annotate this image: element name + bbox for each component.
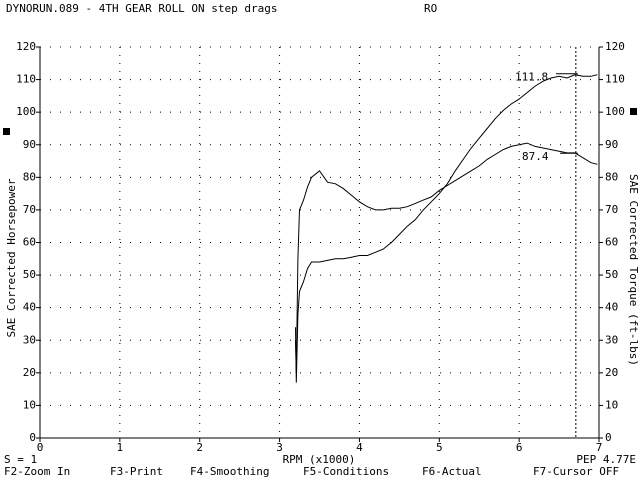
x-tick-label: 0 (37, 441, 44, 454)
x-tick-label: 4 (356, 441, 363, 454)
y-axis-label: SAE Corrected Horsepower (5, 178, 18, 337)
y2-tick-label: 100 (605, 105, 625, 118)
y-tick-label: 60 (23, 236, 36, 249)
y2-tick-label: 120 (605, 40, 625, 53)
series-line (295, 74, 598, 383)
function-key: F3-Print (110, 465, 163, 478)
y-tick-label: 90 (23, 138, 36, 151)
x-tick-label: 7 (596, 441, 603, 454)
function-key: F5-Conditions (303, 465, 389, 478)
operator: RO (424, 2, 437, 15)
x-tick-label: 1 (117, 441, 124, 454)
y2-tick-label: 110 (605, 73, 625, 86)
run-title: DYNORUN.089 - 4TH GEAR ROLL ON step drag… (6, 2, 278, 15)
y2-tick-label: 0 (605, 431, 612, 444)
y-tick-label: 20 (23, 366, 36, 379)
function-key: F2-Zoom In (4, 465, 70, 478)
y2-tick-label: 10 (605, 398, 618, 411)
peak-label: 111.8 (515, 71, 548, 84)
y2-axis-label: SAE Corrected Torque (ft-lbs) (627, 174, 640, 366)
y-tick-label: 40 (23, 301, 36, 314)
x-tick-label: 2 (196, 441, 203, 454)
y2-tick-label: 60 (605, 236, 618, 249)
legend-swatch (630, 108, 637, 115)
x-axis-label: RPM (x1000) (283, 453, 356, 466)
y-tick-label: 80 (23, 170, 36, 183)
y-tick-label: 120 (16, 40, 36, 53)
x-tick-label: 6 (516, 441, 523, 454)
y-tick-label: 110 (16, 73, 36, 86)
peak-label: 87.4 (522, 150, 549, 163)
y-tick-label: 50 (23, 268, 36, 281)
y2-tick-label: 20 (605, 366, 618, 379)
y2-tick-label: 40 (605, 301, 618, 314)
series-line (295, 142, 598, 373)
function-key: F7-Cursor OFF (533, 465, 619, 478)
y2-tick-label: 70 (605, 203, 618, 216)
smoothing-status: S = 1 (4, 453, 37, 466)
function-key: F6-Actual (422, 465, 482, 478)
y2-tick-label: 90 (605, 138, 618, 151)
y2-tick-label: 80 (605, 170, 618, 183)
y2-tick-label: 50 (605, 268, 618, 281)
y-tick-label: 30 (23, 333, 36, 346)
y-tick-label: 0 (29, 431, 36, 444)
legend-swatch (3, 128, 10, 135)
y2-tick-label: 30 (605, 333, 618, 346)
x-tick-label: 5 (436, 441, 443, 454)
y-tick-label: 100 (16, 105, 36, 118)
function-key: F4-Smoothing (190, 465, 269, 478)
y-tick-label: 70 (23, 203, 36, 216)
y-tick-label: 10 (23, 398, 36, 411)
x-tick-label: 3 (276, 441, 283, 454)
pep-status: PEP 4.77E (576, 453, 636, 466)
